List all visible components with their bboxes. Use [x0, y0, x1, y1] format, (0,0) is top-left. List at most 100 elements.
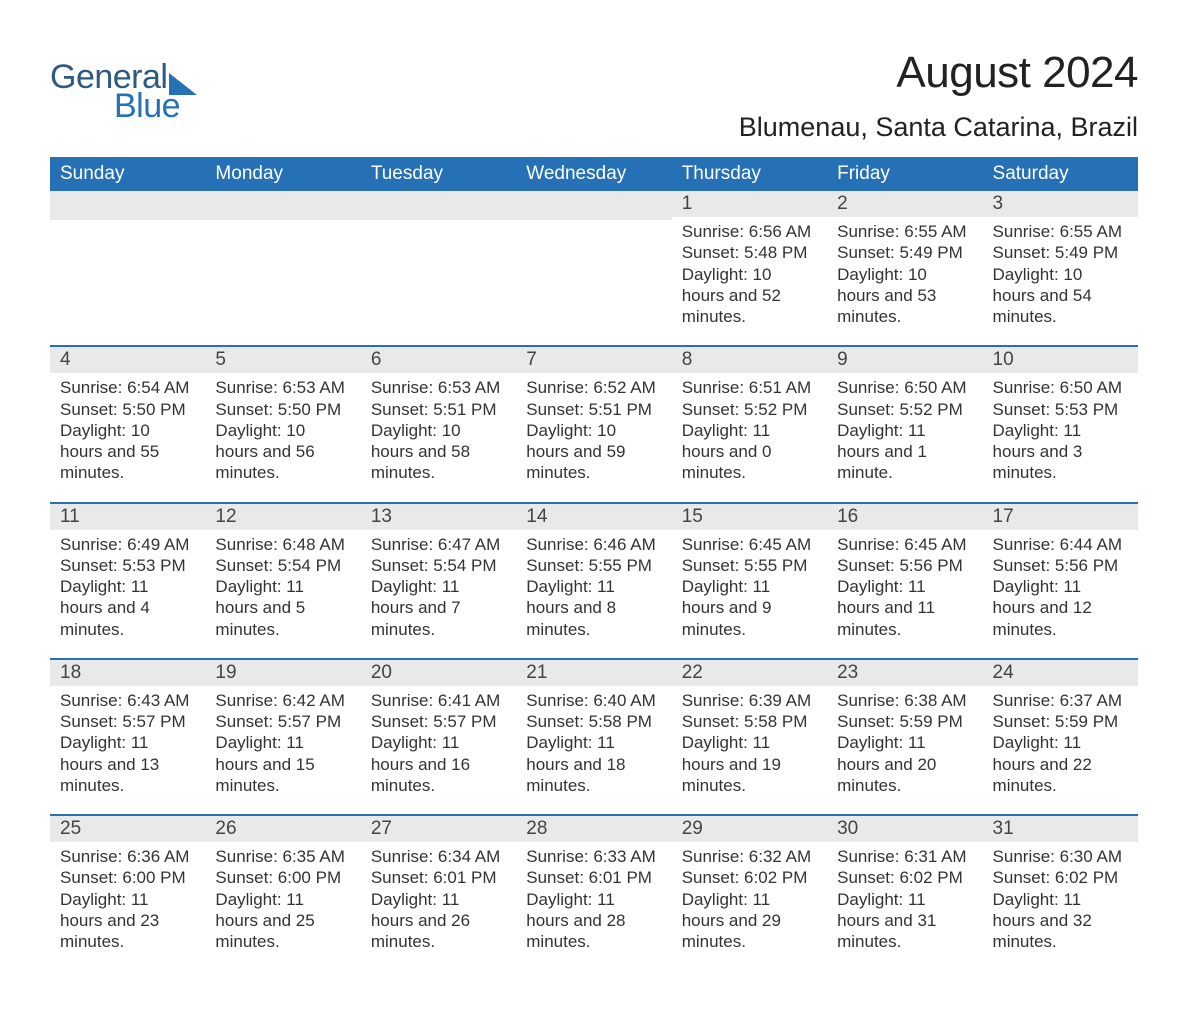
- sunset-line: Sunset: 5:55 PM: [682, 555, 817, 576]
- sunrise-line: Sunrise: 6:43 AM: [60, 690, 195, 711]
- daylight-line: Daylight: 11 hours and 15 minutes.: [215, 732, 350, 796]
- calendar-grid: Sunday Monday Tuesday Wednesday Thursday…: [50, 157, 1138, 970]
- sunrise-line: Sunrise: 6:55 AM: [993, 221, 1128, 242]
- calendar-page: General Blue August 2024 Blumenau, Santa…: [0, 0, 1188, 1010]
- day-number: 18: [50, 660, 205, 686]
- day-header-row: Sunday Monday Tuesday Wednesday Thursday…: [50, 157, 1138, 191]
- sunset-line: Sunset: 5:48 PM: [682, 242, 817, 263]
- sunrise-line: Sunrise: 6:31 AM: [837, 846, 972, 867]
- sunset-line: Sunset: 5:54 PM: [371, 555, 506, 576]
- calendar-cell: 9Sunrise: 6:50 AMSunset: 5:52 PMDaylight…: [827, 347, 982, 501]
- sunset-line: Sunset: 6:01 PM: [371, 867, 506, 888]
- sunrise-line: Sunrise: 6:54 AM: [60, 377, 195, 398]
- sunrise-line: Sunrise: 6:34 AM: [371, 846, 506, 867]
- sunset-line: Sunset: 6:01 PM: [526, 867, 661, 888]
- day-number: 15: [672, 504, 827, 530]
- sunrise-line: Sunrise: 6:48 AM: [215, 534, 350, 555]
- calendar-cell: 30Sunrise: 6:31 AMSunset: 6:02 PMDayligh…: [827, 816, 982, 970]
- sunrise-line: Sunrise: 6:39 AM: [682, 690, 817, 711]
- sunset-line: Sunset: 5:53 PM: [993, 399, 1128, 420]
- sunset-line: Sunset: 5:53 PM: [60, 555, 195, 576]
- sunset-line: Sunset: 5:49 PM: [993, 242, 1128, 263]
- sunrise-line: Sunrise: 6:49 AM: [60, 534, 195, 555]
- daylight-line: Daylight: 11 hours and 8 minutes.: [526, 576, 661, 640]
- calendar-cell: 19Sunrise: 6:42 AMSunset: 5:57 PMDayligh…: [205, 660, 360, 814]
- day-number: 28: [516, 816, 671, 842]
- sunset-line: Sunset: 6:00 PM: [215, 867, 350, 888]
- sunset-line: Sunset: 5:59 PM: [993, 711, 1128, 732]
- week-row: 25Sunrise: 6:36 AMSunset: 6:00 PMDayligh…: [50, 814, 1138, 970]
- sunrise-line: Sunrise: 6:56 AM: [682, 221, 817, 242]
- day-number: 16: [827, 504, 982, 530]
- daylight-line: Daylight: 11 hours and 0 minutes.: [682, 420, 817, 484]
- calendar-cell: 6Sunrise: 6:53 AMSunset: 5:51 PMDaylight…: [361, 347, 516, 501]
- daylight-line: Daylight: 11 hours and 23 minutes.: [60, 889, 195, 953]
- sunrise-line: Sunrise: 6:41 AM: [371, 690, 506, 711]
- location-subtitle: Blumenau, Santa Catarina, Brazil: [739, 112, 1138, 143]
- day-number: 23: [827, 660, 982, 686]
- calendar-cell: 17Sunrise: 6:44 AMSunset: 5:56 PMDayligh…: [983, 504, 1138, 658]
- sunrise-line: Sunrise: 6:36 AM: [60, 846, 195, 867]
- day-number: 24: [983, 660, 1138, 686]
- daylight-line: Daylight: 11 hours and 4 minutes.: [60, 576, 195, 640]
- brand-logo: General Blue: [50, 48, 197, 126]
- day-number: 1: [672, 191, 827, 217]
- day-number: 5: [205, 347, 360, 373]
- sunrise-line: Sunrise: 6:40 AM: [526, 690, 661, 711]
- calendar-cell: 29Sunrise: 6:32 AMSunset: 6:02 PMDayligh…: [672, 816, 827, 970]
- day-number: 4: [50, 347, 205, 373]
- day-number: 7: [516, 347, 671, 373]
- daylight-line: Daylight: 11 hours and 16 minutes.: [371, 732, 506, 796]
- week-row: 1Sunrise: 6:56 AMSunset: 5:48 PMDaylight…: [50, 191, 1138, 345]
- calendar-cell: 18 Sunrise: 6:43 AMSunset: 5:57 PMDayligh…: [50, 660, 205, 814]
- day-number: 25: [50, 816, 205, 842]
- sunrise-line: Sunrise: 6:35 AM: [215, 846, 350, 867]
- daylight-line: Daylight: 10 hours and 53 minutes.: [837, 264, 972, 328]
- calendar-cell: 4Sunrise: 6:54 AMSunset: 5:50 PMDaylight…: [50, 347, 205, 501]
- sunset-line: Sunset: 5:52 PM: [837, 399, 972, 420]
- calendar-cell: 2Sunrise: 6:55 AMSunset: 5:49 PMDaylight…: [827, 191, 982, 345]
- sunset-line: Sunset: 5:49 PM: [837, 242, 972, 263]
- sunset-line: Sunset: 6:02 PM: [837, 867, 972, 888]
- calendar-cell: 13Sunrise: 6:47 AMSunset: 5:54 PMDayligh…: [361, 504, 516, 658]
- day-number: 13: [361, 504, 516, 530]
- daylight-line: Daylight: 11 hours and 5 minutes.: [215, 576, 350, 640]
- calendar-cell: 16Sunrise: 6:45 AMSunset: 5:56 PMDayligh…: [827, 504, 982, 658]
- day-number: 11: [50, 504, 205, 530]
- day-number: 31: [983, 816, 1138, 842]
- day-header-monday: Monday: [205, 157, 360, 191]
- sunset-line: Sunset: 5:54 PM: [215, 555, 350, 576]
- daylight-line: Daylight: 11 hours and 25 minutes.: [215, 889, 350, 953]
- daylight-line: Daylight: 11 hours and 13 minutes.: [60, 732, 195, 796]
- sunrise-line: Sunrise: 6:45 AM: [837, 534, 972, 555]
- day-number: 6: [361, 347, 516, 373]
- calendar-cell: 14Sunrise: 6:46 AMSunset: 5:55 PMDayligh…: [516, 504, 671, 658]
- calendar-cell: 8Sunrise: 6:51 AMSunset: 5:52 PMDaylight…: [672, 347, 827, 501]
- calendar-cell: 20Sunrise: 6:41 AMSunset: 5:57 PMDayligh…: [361, 660, 516, 814]
- sunset-line: Sunset: 5:56 PM: [837, 555, 972, 576]
- day-number: 29: [672, 816, 827, 842]
- day-number: [361, 191, 516, 220]
- daylight-line: Daylight: 11 hours and 1 minute.: [837, 420, 972, 484]
- sunset-line: Sunset: 5:59 PM: [837, 711, 972, 732]
- daylight-line: Daylight: 11 hours and 20 minutes.: [837, 732, 972, 796]
- calendar-cell: [516, 191, 671, 345]
- sunset-line: Sunset: 5:57 PM: [215, 711, 350, 732]
- day-number: 21: [516, 660, 671, 686]
- day-number: 12: [205, 504, 360, 530]
- calendar-cell: 25Sunrise: 6:36 AMSunset: 6:00 PMDayligh…: [50, 816, 205, 970]
- daylight-line: Daylight: 11 hours and 19 minutes.: [682, 732, 817, 796]
- daylight-line: Daylight: 10 hours and 54 minutes.: [993, 264, 1128, 328]
- sunrise-line: Sunrise: 6:33 AM: [526, 846, 661, 867]
- calendar-cell: 28Sunrise: 6:33 AMSunset: 6:01 PMDayligh…: [516, 816, 671, 970]
- week-row: 18Sunrise: 6:43 AMSunset: 5:57 PMDayligh…: [50, 658, 1138, 814]
- week-row: 11Sunrise: 6:49 AMSunset: 5:53 PMDayligh…: [50, 502, 1138, 658]
- day-number: [205, 191, 360, 220]
- daylight-line: Daylight: 10 hours and 52 minutes.: [682, 264, 817, 328]
- sunset-line: Sunset: 5:57 PM: [371, 711, 506, 732]
- day-number: 17: [983, 504, 1138, 530]
- day-header-thursday: Thursday: [672, 157, 827, 191]
- day-number: 3: [983, 191, 1138, 217]
- sunset-line: Sunset: 5:57 PM: [60, 711, 195, 732]
- sunset-line: Sunset: 5:55 PM: [526, 555, 661, 576]
